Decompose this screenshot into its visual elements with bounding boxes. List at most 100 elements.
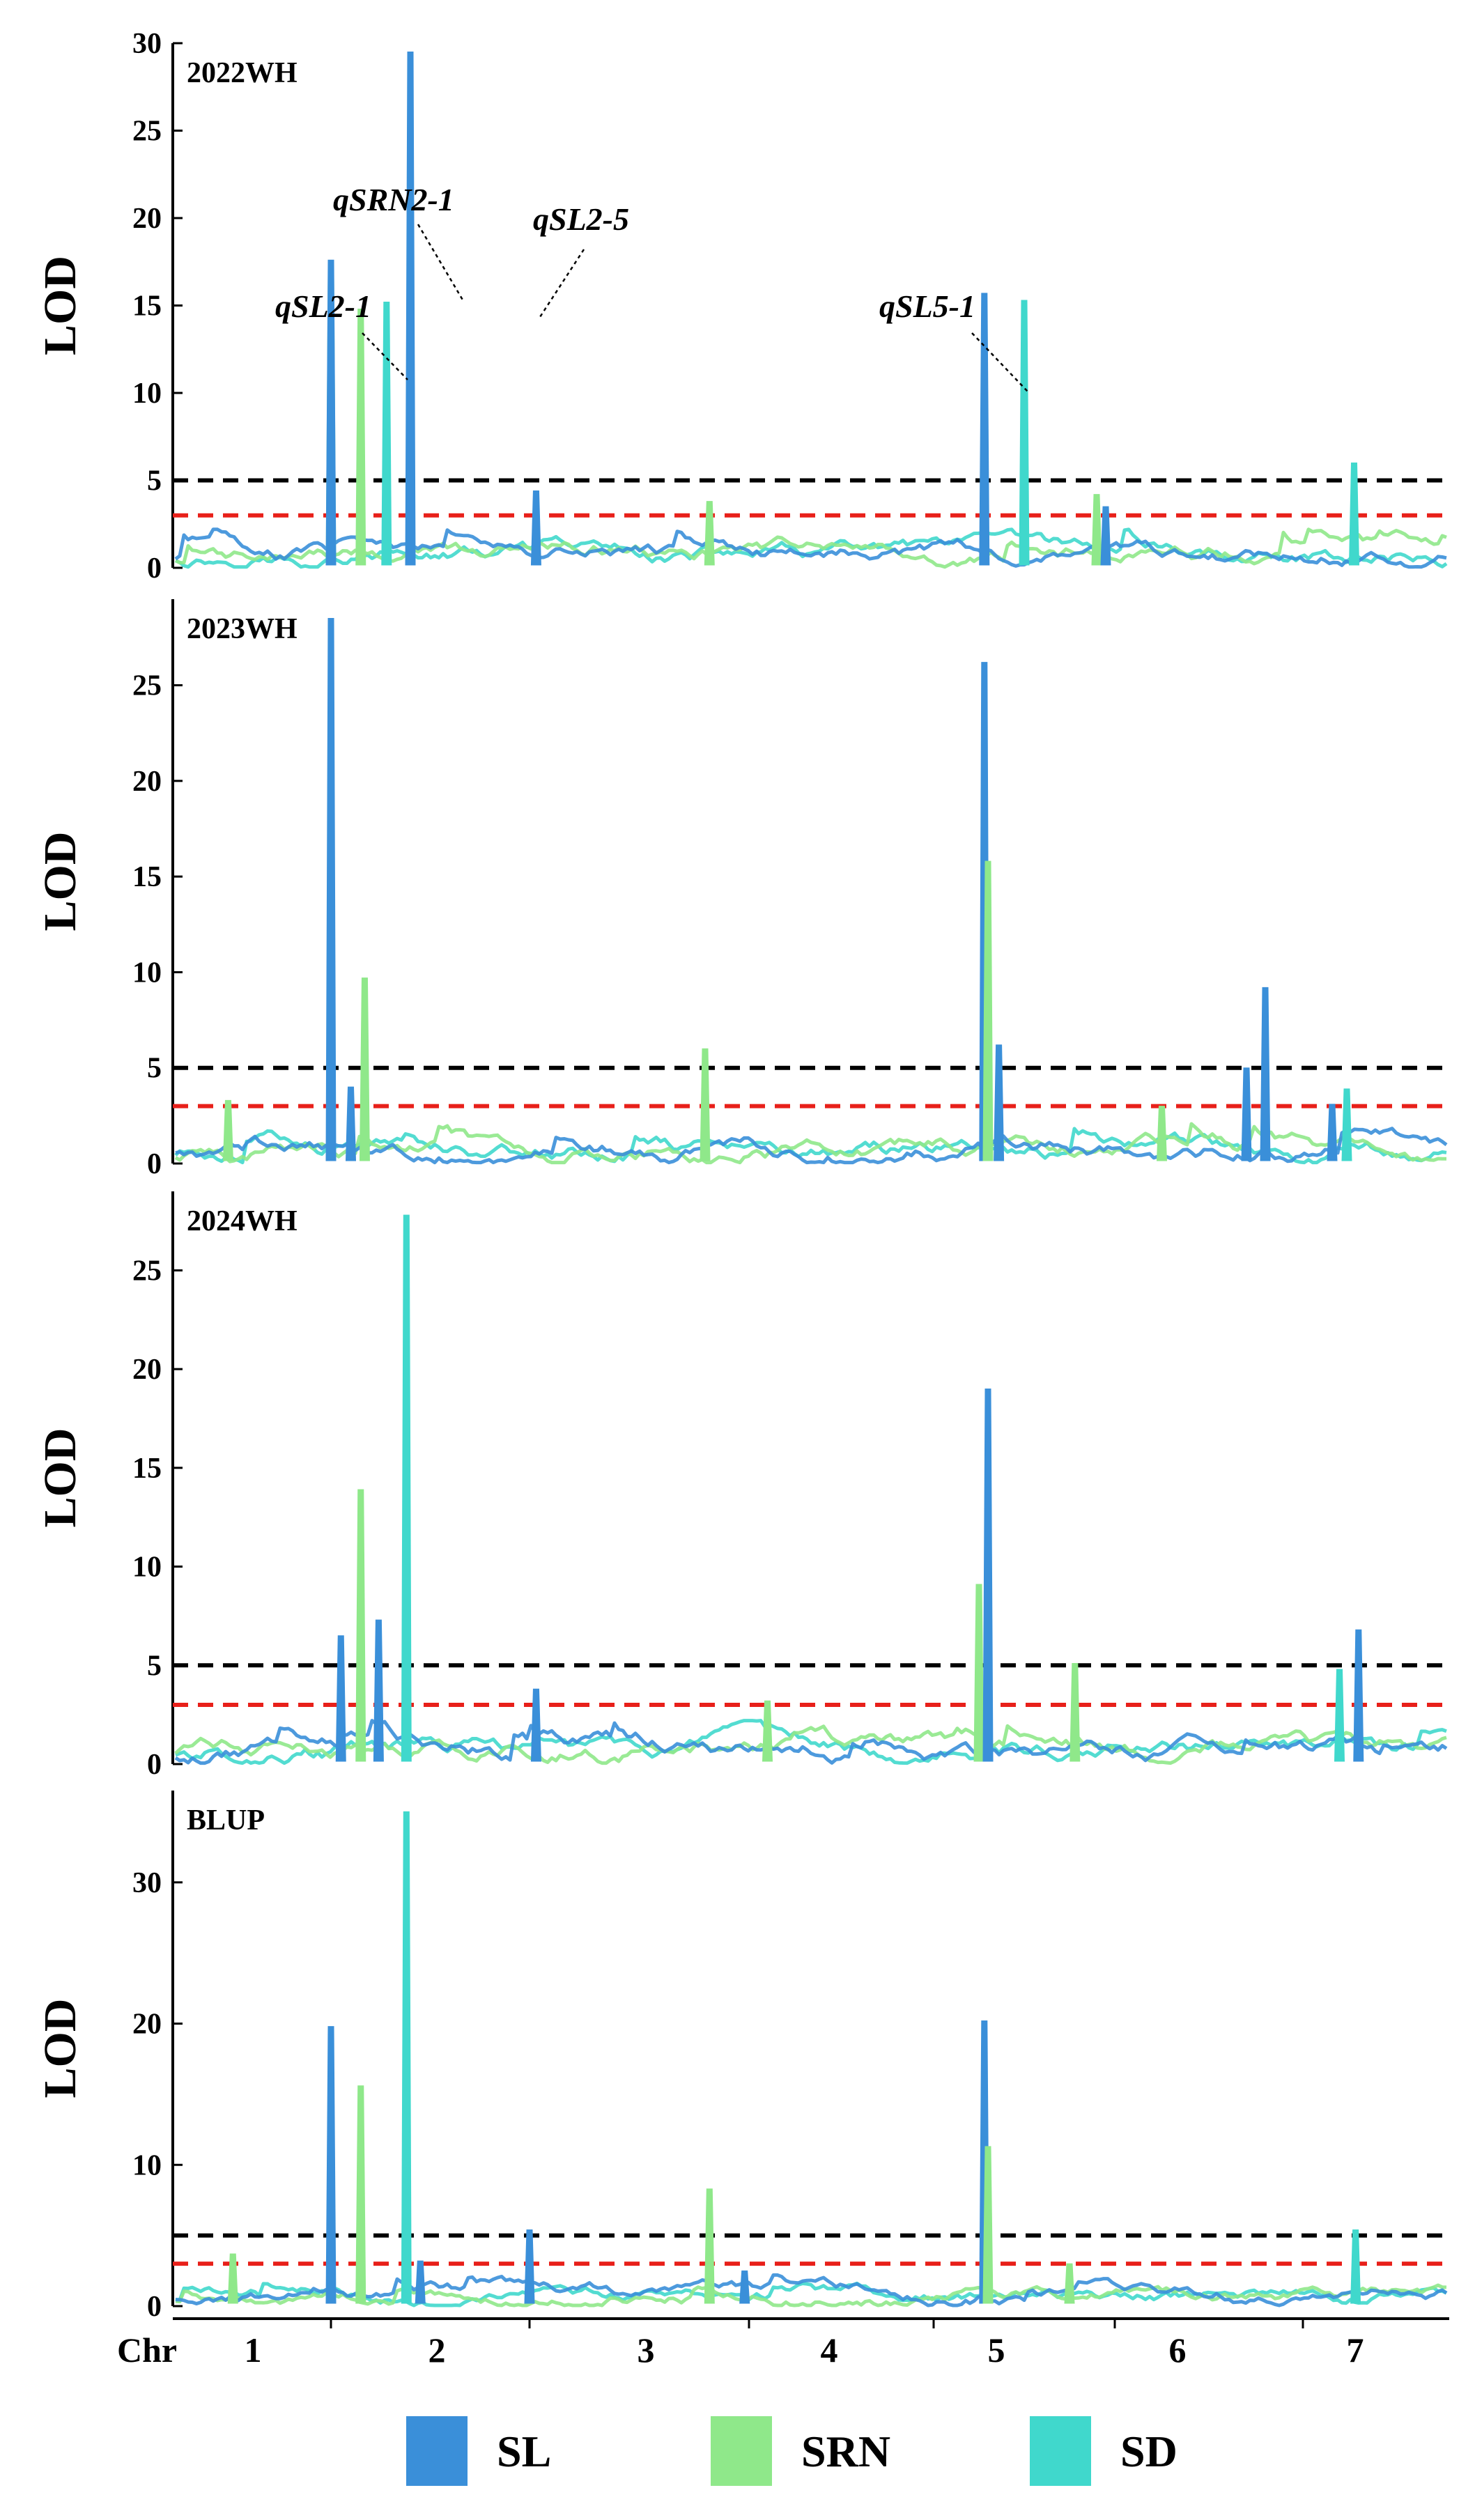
peak-srn (973, 1584, 984, 1762)
peak-srn (1156, 1106, 1168, 1161)
peak-sd (1334, 1669, 1345, 1762)
y-tick-label: 15 (132, 861, 162, 893)
legend-swatch-sl (406, 2416, 468, 2486)
peak-sl (1353, 1629, 1364, 1762)
panel-title: 2023WH (187, 613, 298, 645)
chr-label-7: 7 (1347, 2330, 1364, 2370)
qtl-annotation: qSRN2-1 (333, 182, 454, 217)
legend: SL SRN SD (406, 2416, 1177, 2486)
peak-sl (373, 1619, 384, 1762)
peak-sl (325, 2026, 337, 2304)
peak-sl (1327, 1104, 1338, 1161)
peak-sl (405, 52, 416, 566)
y-tick-label: 10 (132, 2149, 162, 2181)
legend-label-srn: SRN (801, 2427, 890, 2476)
peak-sd (401, 1214, 412, 1762)
y-tick-label: 0 (147, 552, 162, 585)
peak-sl (415, 2260, 426, 2304)
y-tick-label: 20 (132, 1354, 162, 1386)
legend-label-sd: SD (1120, 2427, 1177, 2476)
peak-sl (1100, 506, 1111, 566)
peak-srn (982, 860, 994, 1161)
chr-label-2: 2 (428, 2330, 446, 2370)
peak-srn (355, 1489, 366, 1762)
panel-2023wh: 0 5 10 15 20 25 LOD 2023WH (35, 599, 1449, 1180)
peak-sd (401, 1811, 412, 2304)
y-tick-label: 25 (132, 670, 162, 702)
y-tick-label: 20 (132, 766, 162, 798)
qtl-annotation: qSL2-5 (533, 201, 629, 237)
legend-swatch-sd (1030, 2416, 1091, 2486)
peak-sl (345, 1086, 357, 1161)
panel-title: BLUP (187, 1804, 265, 1837)
peak-sd (1348, 462, 1360, 566)
peak-srn (704, 2188, 715, 2304)
y-tick-label: 15 (132, 291, 162, 323)
peak-srn (1064, 2263, 1075, 2304)
lod-trace-sl (175, 1127, 1448, 1165)
chr-label-3: 3 (638, 2330, 655, 2370)
chr-label-5: 5 (988, 2330, 1005, 2370)
y-tick-label: 25 (132, 1255, 162, 1287)
y-tick-label: 25 (132, 116, 162, 148)
qtl-annotation: qSL5-1 (879, 288, 975, 324)
annotation-leader (971, 332, 1028, 392)
peak-sl (335, 1635, 346, 1762)
peak-sd (381, 301, 392, 566)
peak-sl (524, 2229, 535, 2304)
peak-sd (1341, 1088, 1352, 1161)
panel-title: 2022WH (187, 57, 298, 89)
peak-sd (1019, 300, 1030, 566)
panels: 0 5 10 15 20 25 30 LOD 2022WH qSL2-1 qSRN2-1 qSL2-5… (35, 28, 1449, 2323)
y-tick-label: 20 (132, 203, 162, 235)
y-axis-title: LOD (35, 256, 86, 355)
peak-sl (982, 1388, 994, 1762)
legend-swatch-srn (711, 2416, 772, 2486)
qtl-annotation: qSL2-1 (275, 288, 371, 324)
peak-sl (739, 2270, 750, 2304)
peak-srn (222, 1099, 233, 1161)
peak-srn (982, 2146, 994, 2304)
y-tick-label: 5 (147, 1053, 162, 1085)
peak-sl (325, 617, 337, 1161)
peak-srn (700, 1048, 711, 1161)
y-tick-label: 0 (147, 2291, 162, 2323)
peak-srn (355, 309, 366, 566)
lod-trace-srn (174, 527, 1447, 569)
peak-srn (762, 1700, 773, 1762)
y-tick-label: 10 (132, 378, 162, 410)
lod-trace-sl (175, 2273, 1448, 2308)
panel-title: 2024WH (187, 1205, 298, 1237)
lod-trace-sd (174, 1127, 1447, 1165)
y-tick-label: 30 (132, 1867, 162, 1899)
y-axis-title: LOD (35, 1998, 86, 2098)
peak-sd (1350, 2229, 1361, 2304)
peak-sl (979, 293, 990, 566)
peak-sl (994, 1044, 1005, 1161)
y-tick-label: 10 (132, 1552, 162, 1584)
peak-sl (530, 1688, 541, 1762)
peak-srn (1069, 1662, 1081, 1762)
y-tick-label: 30 (132, 28, 162, 60)
chr-label-1: 1 (245, 2330, 262, 2370)
peak-srn (355, 2085, 366, 2304)
peak-srn (359, 977, 370, 1161)
lod-trace-srn (174, 1724, 1447, 1765)
peak-sl (1260, 987, 1271, 1161)
y-tick-label: 0 (147, 1148, 162, 1180)
chromosome-axis: Chr 1 2 3 4 5 6 7 (117, 2317, 1449, 2370)
chr-axis-label: Chr (117, 2330, 177, 2370)
y-tick-label: 0 (147, 1749, 162, 1781)
y-tick-label: 5 (147, 1650, 162, 1682)
peak-srn (704, 501, 715, 566)
peak-srn (227, 2253, 238, 2304)
peak-srn (1091, 494, 1102, 566)
chr-label-6: 6 (1169, 2330, 1187, 2370)
peak-sl (530, 490, 541, 566)
panel-2024wh: 0 5 10 15 20 25 LOD 2024WH (35, 1191, 1449, 1781)
annotation-leader (417, 224, 465, 302)
y-tick-label: 15 (132, 1453, 162, 1485)
y-axis-title: LOD (35, 831, 86, 931)
y-tick-label: 5 (147, 465, 162, 497)
